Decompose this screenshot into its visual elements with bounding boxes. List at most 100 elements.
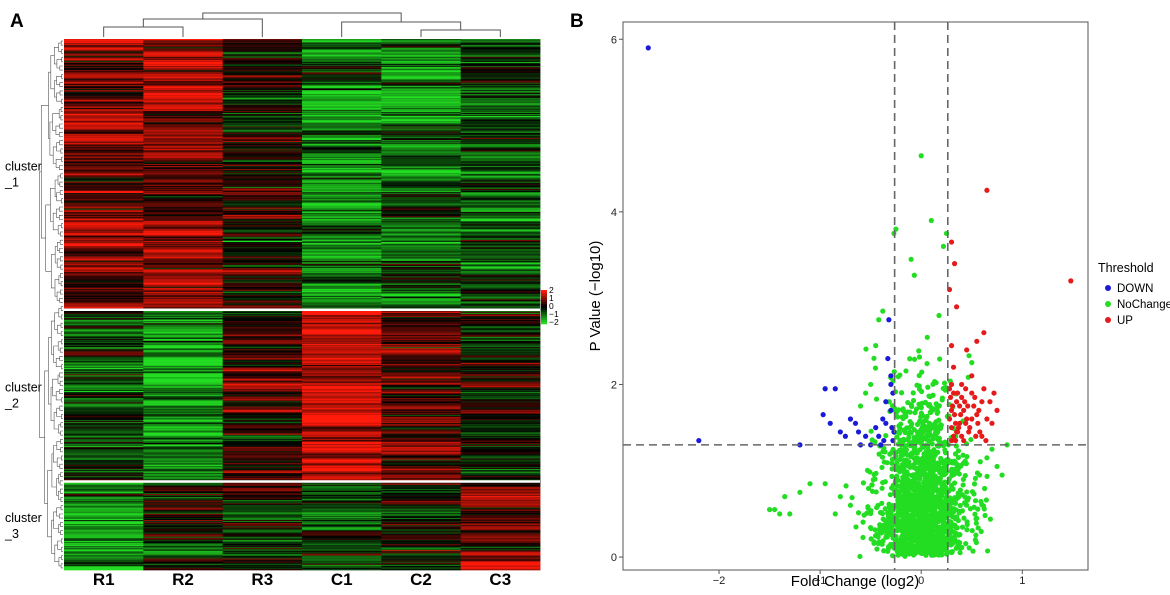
data-point: [868, 381, 874, 388]
heatmap-cell: [460, 337, 541, 340]
heatmap-cell: [460, 501, 541, 503]
heatmap-cell: [460, 232, 541, 235]
heatmap-cell: [143, 264, 224, 267]
heatmap-cell: [64, 78, 144, 80]
heatmap-cell: [381, 254, 462, 256]
heatmap-cell: [381, 224, 462, 226]
heatmap-cell: [381, 232, 462, 235]
heatmap-cell: [64, 57, 144, 60]
heatmap-cell: [460, 276, 541, 278]
heatmap-cell: [381, 352, 462, 354]
heatmap-cell: [64, 142, 144, 144]
heatmap-cell: [143, 108, 224, 111]
heatmap-cell: [222, 173, 303, 175]
heatmap-cell: [143, 535, 224, 538]
heatmap-cell: [143, 151, 224, 153]
heatmap-cell: [302, 240, 382, 243]
heatmap-cell: [460, 366, 541, 369]
heatmap-cell: [143, 450, 224, 452]
heatmap-cell: [64, 131, 144, 134]
data-point: [863, 390, 869, 396]
heatmap-cell: [222, 510, 303, 513]
data-point: [967, 425, 973, 431]
data-point: [932, 478, 938, 484]
heatmap-cell: [460, 425, 541, 427]
heatmap-cell: [302, 538, 382, 541]
heatmap-cell: [302, 96, 382, 98]
heatmap-cell: [64, 48, 144, 50]
data-point: [959, 524, 966, 530]
dendrogram-branch: [60, 264, 63, 270]
heatmap-cell: [222, 538, 303, 541]
heatmap-cell: [381, 104, 462, 106]
data-point: [953, 399, 960, 405]
heatmap-cell: [222, 556, 303, 558]
heatmap-cell: [64, 561, 144, 564]
heatmap-cell: [222, 338, 303, 341]
legend-swatch: [541, 296, 547, 299]
heatmap-cell: [302, 362, 382, 365]
heatmap-cell: [143, 77, 224, 79]
heatmap-cell: [64, 62, 144, 65]
heatmap-cell: [302, 301, 382, 303]
heatmap-cell: [460, 550, 541, 552]
data-point: [978, 498, 984, 505]
heatmap-cell: [460, 424, 541, 426]
heatmap-cell: [381, 463, 462, 466]
heatmap-cell: [143, 301, 224, 303]
heatmap-cell: [460, 63, 541, 66]
heatmap-cell: [222, 461, 303, 464]
heatmap-cell: [302, 51, 382, 53]
heatmap-cell: [222, 341, 303, 344]
data-point: [931, 536, 937, 542]
heatmap-cell: [302, 368, 382, 370]
column-label: C3: [489, 570, 511, 589]
heatmap-cell: [222, 375, 303, 377]
heatmap-cell: [64, 331, 144, 333]
heatmap-cell: [64, 469, 144, 471]
heatmap-cell: [222, 282, 303, 285]
heatmap-cell: [143, 263, 224, 266]
heatmap-cell: [222, 267, 303, 269]
heatmap-cell: [143, 448, 224, 450]
heatmap-cell: [381, 399, 462, 401]
heatmap-cell: [460, 207, 541, 210]
data-point: [931, 544, 937, 550]
heatmap-cell: [381, 170, 462, 172]
heatmap-cell: [302, 92, 382, 94]
heatmap-cell: [222, 503, 303, 505]
heatmap-cell: [222, 48, 303, 50]
heatmap-cell: [64, 257, 144, 260]
heatmap-cell: [302, 493, 382, 496]
data-point: [898, 421, 904, 427]
heatmap-cell: [143, 370, 224, 372]
heatmap-cell: [302, 119, 382, 121]
heatmap-cell: [64, 314, 144, 317]
heatmap-cell: [302, 372, 382, 374]
heatmap-cell: [302, 171, 382, 173]
heatmap-cell: [64, 365, 144, 368]
heatmap-cell: [143, 181, 224, 184]
heatmap-cell: [64, 264, 144, 267]
heatmap-cell: [143, 451, 224, 453]
heatmap-cell: [64, 431, 144, 433]
heatmap-cell: [460, 289, 541, 292]
heatmap-cell: [64, 206, 144, 209]
heatmap-cell: [302, 239, 382, 242]
heatmap-cell: [64, 44, 144, 46]
heatmap-cell: [460, 277, 541, 279]
heatmap-cell: [64, 279, 144, 281]
heatmap-cell: [381, 227, 462, 229]
data-point: [807, 481, 813, 487]
heatmap-cell: [302, 105, 382, 108]
heatmap-cell: [381, 122, 462, 124]
data-point: [949, 403, 956, 409]
heatmap-cell: [381, 239, 462, 242]
heatmap-cell: [460, 131, 541, 134]
heatmap-cell: [222, 222, 303, 224]
heatmap-cell: [302, 356, 382, 358]
heatmap-cell: [381, 397, 462, 399]
heatmap-cell: [64, 394, 144, 396]
data-point: [882, 506, 888, 512]
heatmap-cell: [460, 486, 541, 489]
